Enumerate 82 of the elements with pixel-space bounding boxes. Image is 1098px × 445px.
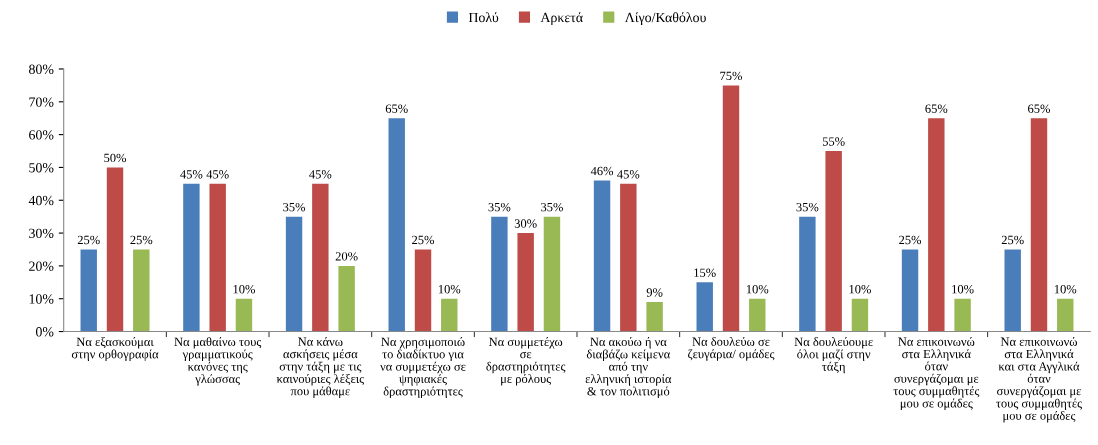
data-label: 35%	[541, 202, 563, 212]
legend-label: Αρκετά	[540, 12, 583, 25]
data-label: 10%	[952, 284, 974, 294]
bar	[620, 183, 637, 332]
y-tick-label: 20%	[29, 261, 54, 271]
data-label: 45%	[309, 170, 332, 179]
bar	[285, 216, 303, 332]
x-tick-label: Να δουλεύω σε ζευγάρια/ ομάδες	[688, 336, 775, 361]
data-label: 35%	[488, 202, 511, 212]
bar	[133, 249, 150, 332]
bar	[901, 249, 919, 332]
bar	[441, 298, 458, 332]
bar	[954, 298, 971, 332]
data-label: 55%	[822, 137, 845, 146]
bar	[593, 180, 611, 332]
y-tick-label: 10%	[29, 294, 54, 304]
data-label: 30%	[514, 219, 537, 228]
bar	[183, 183, 200, 332]
x-tick-label: Να χρησιμοποιώ το διαδίκτυο για να συμμετέχω σε ψηφιακές δραστηριότητες	[380, 337, 466, 399]
data-label: 45%	[206, 170, 229, 179]
bar	[543, 216, 561, 332]
y-tick-label: 70%	[29, 97, 54, 107]
x-tick-label: Να κάνω ασκήσεις μέσα στην τάξη με τις καινούριες λέξεις που μάθαμε	[276, 336, 364, 398]
data-label: 25%	[899, 235, 922, 245]
bar	[235, 298, 253, 332]
bar	[696, 282, 713, 332]
data-label: 45%	[180, 170, 203, 179]
x-tick-label: Να συμμετέχω σε δραστηριότητες με ρόλους	[486, 337, 566, 386]
x-tick-label: Να ακούω ή να διαβάζω κείμενα από την ελληνική ιστορία & τον πολιτισμό	[585, 337, 672, 399]
data-label: 10%	[849, 284, 871, 294]
x-tick-label: Να επικοινωνώ στα Ελληνικά όταν συνεργάζομαι με τους συμμαθητές μου σε ομάδες	[893, 336, 980, 411]
data-label: 25%	[77, 235, 100, 245]
y-tick-label: 80%	[29, 64, 54, 74]
bar	[388, 118, 405, 332]
data-label: 15%	[694, 268, 716, 278]
legend-label: Πολύ	[468, 12, 499, 23]
data-label: 25%	[1001, 235, 1024, 245]
y-tick-label: 60%	[29, 130, 54, 140]
data-label: 35%	[283, 202, 306, 212]
bar	[646, 301, 663, 332]
y-tick-label: 40%	[28, 195, 54, 206]
y-tick-label: 30%	[29, 228, 54, 239]
data-label: 65%	[925, 104, 948, 113]
bar	[851, 298, 869, 332]
data-label: 10%	[1054, 284, 1077, 294]
data-label: 65%	[1028, 104, 1051, 113]
legend-label: Λίγο/Καθόλου	[624, 12, 706, 25]
bar	[825, 151, 842, 332]
bar	[799, 216, 816, 332]
bar	[312, 183, 329, 332]
y-tick-label: 0%	[35, 327, 54, 337]
y-tick-label: 50%	[29, 163, 54, 173]
data-label: 45%	[617, 170, 640, 179]
bar	[491, 216, 508, 332]
data-label: 10%	[746, 284, 769, 294]
bar	[1004, 249, 1021, 332]
data-label: 75%	[720, 71, 743, 81]
data-label: 9%	[646, 288, 663, 297]
bar	[106, 167, 124, 332]
x-tick-label: Να δουλεύουμε όλοι μαζί στην τάξη	[794, 337, 873, 374]
bar	[1030, 118, 1048, 332]
x-tick-label: Να επικοινωνώ στα Ελληνικά και στα Αγγλικά όταν συνεργάζομαι με τους συμμαθητές μου σε ομάδες	[996, 336, 1082, 423]
data-label: 25%	[412, 235, 435, 245]
bar	[80, 249, 97, 332]
bar	[209, 183, 226, 332]
bar	[749, 298, 766, 332]
bar	[517, 233, 534, 332]
data-label: 35%	[796, 202, 819, 212]
data-label: 50%	[104, 153, 127, 163]
data-label: 10%	[233, 284, 255, 294]
data-label: 10%	[438, 284, 461, 294]
bar	[1057, 298, 1074, 332]
bar	[722, 85, 740, 332]
bar	[414, 249, 432, 332]
bar	[338, 265, 355, 332]
data-label: 20%	[335, 252, 358, 261]
data-label: 46%	[590, 166, 614, 176]
bar	[928, 118, 945, 332]
x-tick-label: Να μαθαίνω τους γραμματικούς κανόνες της γλώσσας	[174, 337, 262, 386]
x-tick-label: Να εξασκούμαι στην ορθογραφία	[71, 337, 159, 361]
data-label: 25%	[130, 235, 153, 245]
data-label: 65%	[385, 104, 408, 113]
